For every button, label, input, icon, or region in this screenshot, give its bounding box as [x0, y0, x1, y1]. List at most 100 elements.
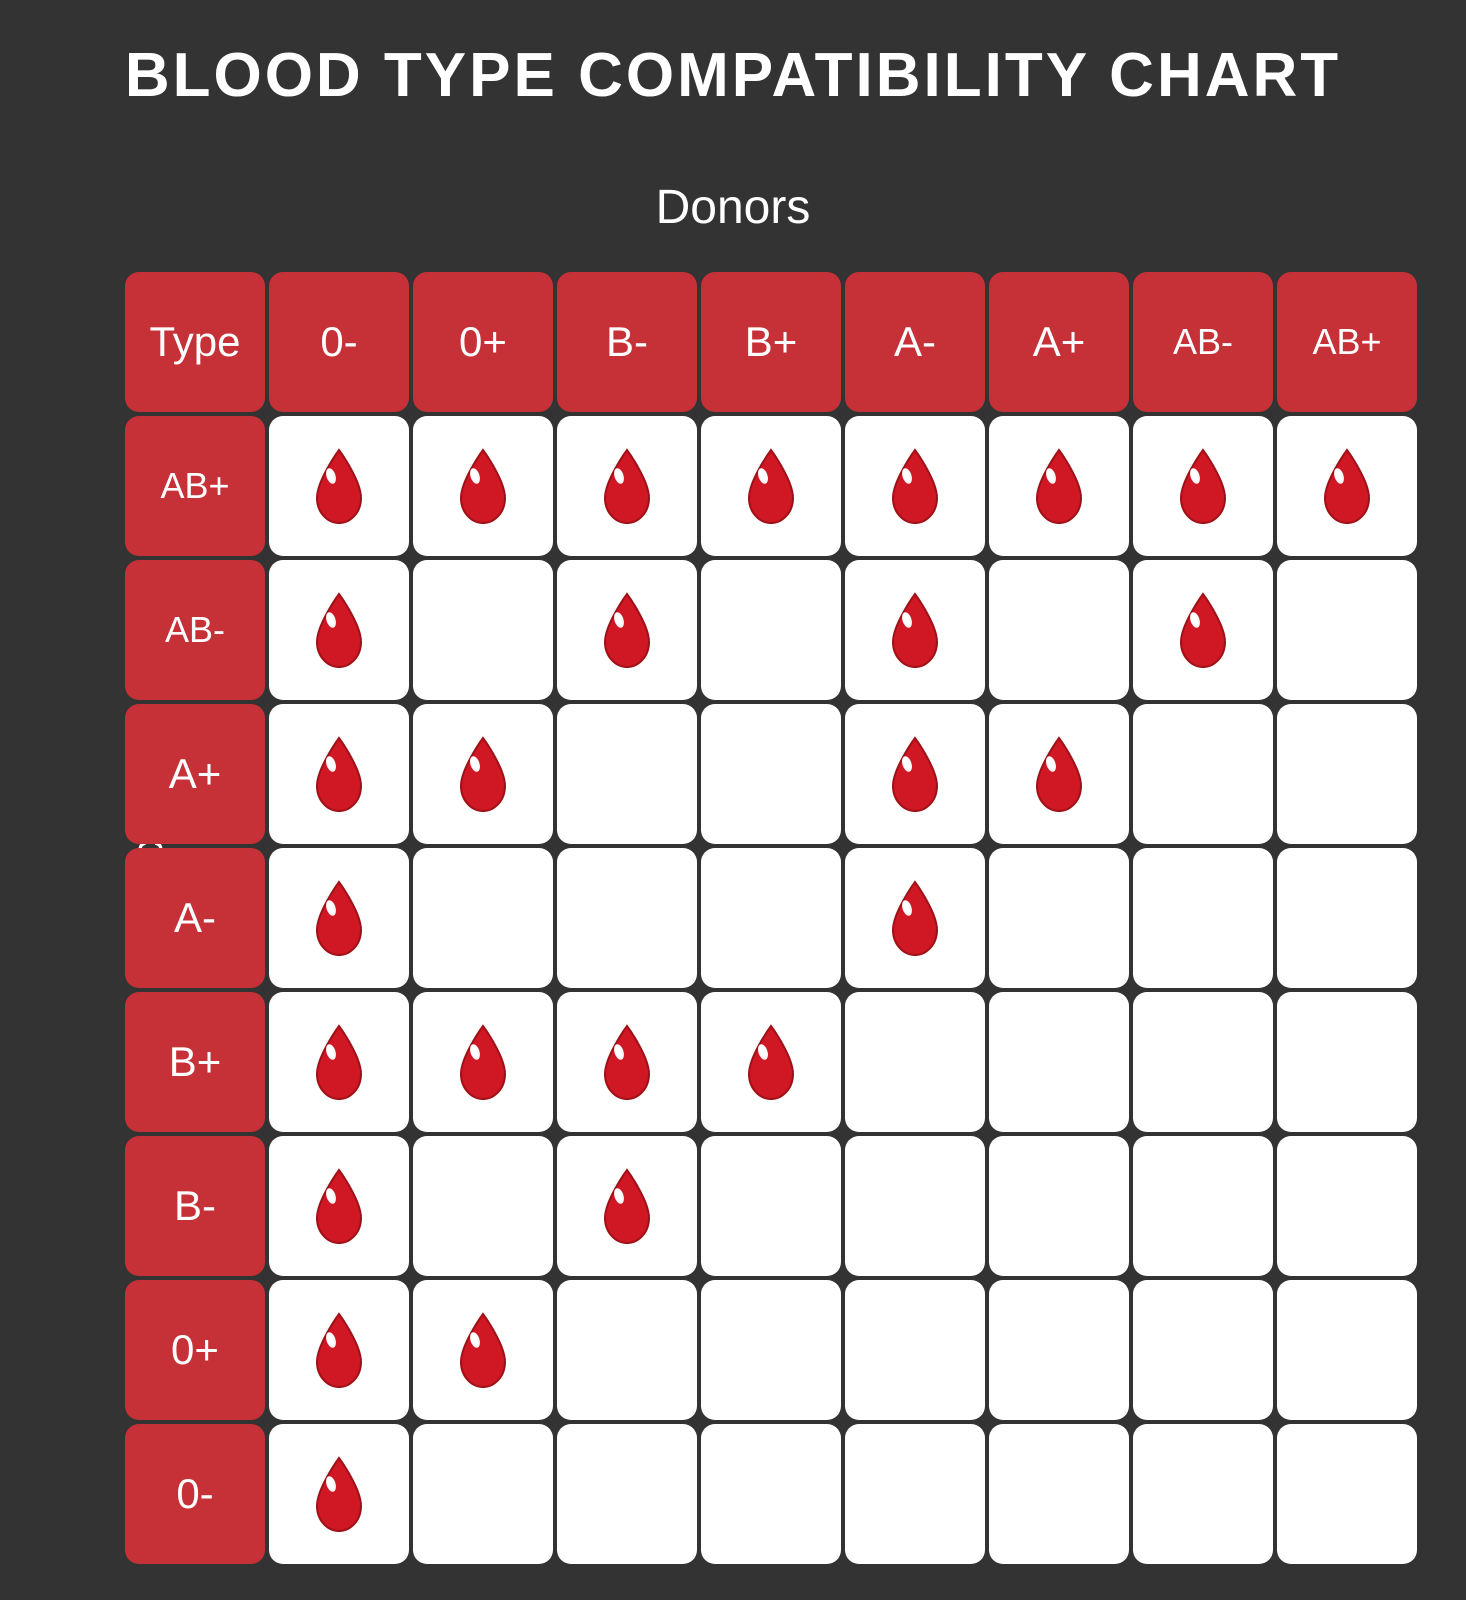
compat-cell: [413, 416, 553, 556]
compat-cell: [1277, 1136, 1417, 1276]
donor-header-ABminus: AB-: [1133, 272, 1273, 412]
blood-drop-icon: [741, 446, 801, 526]
compat-cell: [557, 992, 697, 1132]
compat-cell: [845, 1136, 985, 1276]
donor-header-0plus: 0+: [413, 272, 553, 412]
donor-header-Aminus: A-: [845, 272, 985, 412]
compat-cell: [1277, 704, 1417, 844]
compat-cell: [269, 848, 409, 988]
compat-cell: [1277, 1280, 1417, 1420]
blood-drop-icon: [309, 734, 369, 814]
compat-cell: [557, 1136, 697, 1276]
donors-axis-label: Donors: [0, 180, 1466, 235]
compat-cell: [557, 1424, 697, 1564]
receiver-header-Aplus: A+: [125, 704, 265, 844]
compat-cell: [989, 1424, 1129, 1564]
receiver-header-Bplus: B+: [125, 992, 265, 1132]
receiver-header-0minus: 0-: [125, 1424, 265, 1564]
blood-drop-icon: [741, 1022, 801, 1102]
compat-cell: [1133, 1136, 1273, 1276]
chart-canvas: BLOOD TYPE COMPATIBILITY CHART Donors Re…: [0, 0, 1466, 1600]
blood-drop-icon: [309, 1310, 369, 1390]
compat-cell: [269, 992, 409, 1132]
receiver-header-0plus: 0+: [125, 1280, 265, 1420]
compat-cell: [989, 992, 1129, 1132]
blood-drop-icon: [1029, 446, 1089, 526]
compat-cell: [413, 1424, 553, 1564]
receiver-header-Aminus: A-: [125, 848, 265, 988]
compat-cell: [413, 848, 553, 988]
compat-cell: [989, 416, 1129, 556]
blood-drop-icon: [597, 1166, 657, 1246]
compat-cell: [1133, 992, 1273, 1132]
compat-cell: [269, 1280, 409, 1420]
compat-cell: [413, 560, 553, 700]
compat-cell: [701, 560, 841, 700]
compat-cell: [1277, 560, 1417, 700]
compat-cell: [701, 992, 841, 1132]
compat-cell: [1277, 848, 1417, 988]
compat-cell: [1133, 1280, 1273, 1420]
compat-cell: [845, 1280, 985, 1420]
blood-drop-icon: [1317, 446, 1377, 526]
compat-cell: [845, 560, 985, 700]
compat-cell: [557, 704, 697, 844]
compat-cell: [269, 1136, 409, 1276]
blood-drop-icon: [1029, 734, 1089, 814]
blood-drop-icon: [1173, 446, 1233, 526]
compat-cell: [269, 560, 409, 700]
compat-cell: [557, 1280, 697, 1420]
compat-cell: [557, 848, 697, 988]
compat-cell: [701, 704, 841, 844]
compat-cell: [989, 560, 1129, 700]
blood-drop-icon: [885, 590, 945, 670]
blood-drop-icon: [885, 734, 945, 814]
compat-cell: [1277, 992, 1417, 1132]
blood-drop-icon: [597, 590, 657, 670]
donor-header-0minus: 0-: [269, 272, 409, 412]
compat-cell: [413, 704, 553, 844]
compat-cell: [845, 848, 985, 988]
compat-cell: [557, 416, 697, 556]
compat-cell: [989, 1136, 1129, 1276]
blood-drop-icon: [453, 446, 513, 526]
compat-cell: [1133, 560, 1273, 700]
blood-drop-icon: [453, 1310, 513, 1390]
chart-title: BLOOD TYPE COMPATIBILITY CHART: [0, 40, 1466, 111]
blood-drop-icon: [453, 1022, 513, 1102]
compat-cell: [845, 1424, 985, 1564]
compat-cell: [701, 1136, 841, 1276]
compat-cell: [989, 1280, 1129, 1420]
compat-cell: [989, 848, 1129, 988]
donor-header-Aplus: A+: [989, 272, 1129, 412]
blood-drop-icon: [597, 1022, 657, 1102]
compat-cell: [1133, 1424, 1273, 1564]
receiver-header-ABplus: AB+: [125, 416, 265, 556]
blood-drop-icon: [1173, 590, 1233, 670]
donor-header-Bplus: B+: [701, 272, 841, 412]
compat-cell: [845, 704, 985, 844]
compat-cell: [845, 416, 985, 556]
blood-drop-icon: [885, 878, 945, 958]
blood-drop-icon: [309, 878, 369, 958]
blood-drop-icon: [309, 1454, 369, 1534]
blood-drop-icon: [309, 1166, 369, 1246]
compat-cell: [413, 1280, 553, 1420]
compat-cell: [1133, 416, 1273, 556]
compat-cell: [1277, 416, 1417, 556]
compat-cell: [413, 992, 553, 1132]
compat-cell: [557, 560, 697, 700]
blood-drop-icon: [453, 734, 513, 814]
compat-cell: [1133, 704, 1273, 844]
compat-cell: [413, 1136, 553, 1276]
compat-cell: [701, 1280, 841, 1420]
compat-cell: [269, 416, 409, 556]
compatibility-grid: Type0-0+B-B+A-A+AB-AB+AB+AB-A+A-B+B-0+0-: [125, 272, 1417, 1564]
donor-header-Bminus: B-: [557, 272, 697, 412]
receiver-header-Bminus: B-: [125, 1136, 265, 1276]
blood-drop-icon: [309, 590, 369, 670]
type-header-cell: Type: [125, 272, 265, 412]
blood-drop-icon: [309, 1022, 369, 1102]
compat-cell: [1277, 1424, 1417, 1564]
compat-cell: [701, 848, 841, 988]
